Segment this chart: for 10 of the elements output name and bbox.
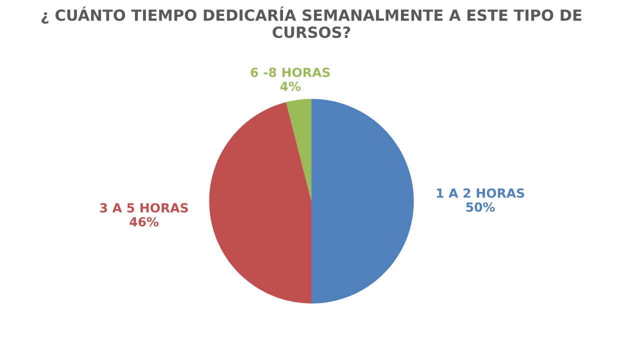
data-label: 46%	[130, 217, 159, 227]
pie-slice	[312, 98, 414, 304]
slice-label: 1 A 2 HORAS	[436, 188, 524, 198]
data-label: 50%	[466, 202, 495, 212]
pie-slice	[286, 98, 312, 202]
pie-slice	[209, 102, 312, 304]
slice-label: 6 -8 HORAS	[250, 68, 330, 78]
chart-title: ¿ CUÁNTO TIEMPO DEDICARÍA SEMANALMENTE A ESTE TIPO DE CURSOS?	[42, 6, 582, 38]
data-label: 4%	[280, 82, 301, 92]
slice-label: 3 A 5 HORAS	[100, 203, 188, 213]
